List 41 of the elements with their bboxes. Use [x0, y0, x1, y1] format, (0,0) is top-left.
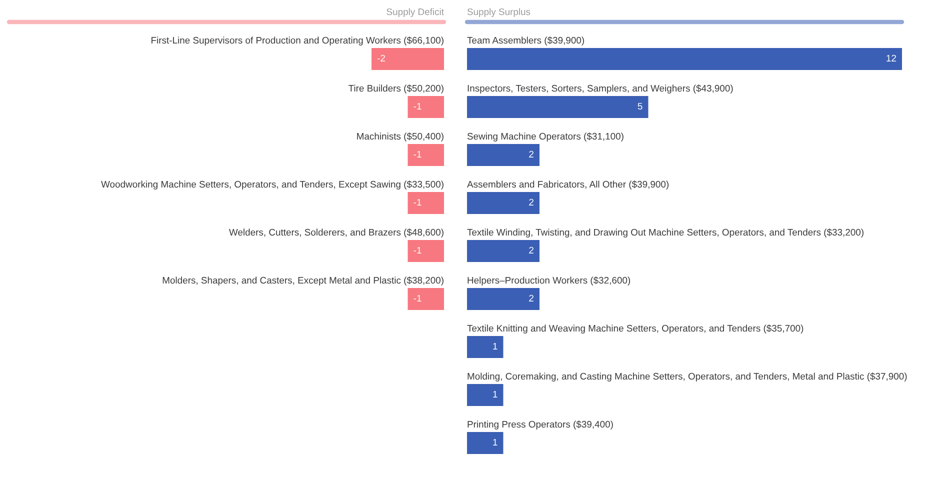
data-label: -1	[414, 294, 422, 302]
data-label: -1	[414, 246, 422, 254]
y-tick-label: Molding, Coremaking, and Casting Machine Setters, Operators, and Tenders, Metal and Plastic ($37,900)	[468, 372, 907, 382]
bar	[467, 240, 540, 262]
y-tick-label: Team Assemblers ($39,900)	[467, 36, 584, 46]
y-tick-label: Textile Winding, Twisting, and Drawing Out Machine Setters, Operators, and Tenders ($33,200)	[467, 228, 864, 238]
data-label: -1	[414, 150, 422, 158]
bar	[467, 384, 504, 406]
y-tick-label: Molders, Shapers, and Casters, Except Metal and Plastic ($38,200)	[162, 276, 444, 286]
bar	[467, 48, 902, 70]
data-label: -1	[414, 198, 422, 206]
data-label: 2	[529, 198, 534, 206]
data-label: 5	[638, 102, 642, 110]
data-label: 2	[529, 246, 534, 254]
data-label: 12	[886, 54, 896, 62]
chart-title: Supply Surplus	[467, 8, 530, 18]
bar	[467, 288, 540, 310]
bar	[467, 192, 540, 214]
y-tick-label: Assemblers and Fabricators, All Other ($39,900)	[467, 180, 669, 190]
chart-title: Supply Deficit	[386, 8, 444, 18]
data-label: 1	[493, 342, 498, 350]
y-tick-label: Sewing Machine Operators ($31,100)	[467, 132, 624, 142]
bar	[467, 432, 504, 454]
data-label: -2	[377, 54, 385, 62]
y-tick-label: Machinists ($50,400)	[357, 132, 444, 142]
data-label: 1	[493, 438, 498, 446]
data-label: 2	[529, 294, 534, 302]
data-label: -1	[414, 102, 422, 110]
y-tick-label: Woodworking Machine Setters, Operators, and Tenders, Except Sawing ($33,500)	[101, 180, 444, 190]
bar	[467, 336, 504, 358]
y-tick-label: First-Line Supervisors of Production and Operating Workers ($66,100)	[152, 36, 444, 46]
data-label: 1	[493, 390, 498, 398]
y-tick-label: Welders, Cutters, Solderers, and Brazers ($48,600)	[229, 228, 444, 238]
y-tick-label: Tire Builders ($50,200)	[348, 84, 444, 94]
y-tick-label: Inspectors, Testers, Sorters, Samplers, and Weighers ($43,900)	[468, 84, 733, 94]
y-tick-label: Textile Knitting and Weaving Machine Setters, Operators, and Tenders ($35,700)	[467, 324, 804, 334]
bar	[467, 96, 648, 118]
y-tick-label: Printing Press Operators ($39,400)	[468, 420, 613, 430]
bar	[467, 144, 540, 166]
data-label: 2	[529, 150, 534, 158]
y-tick-label: Helpers–Production Workers ($32,600)	[468, 276, 630, 286]
